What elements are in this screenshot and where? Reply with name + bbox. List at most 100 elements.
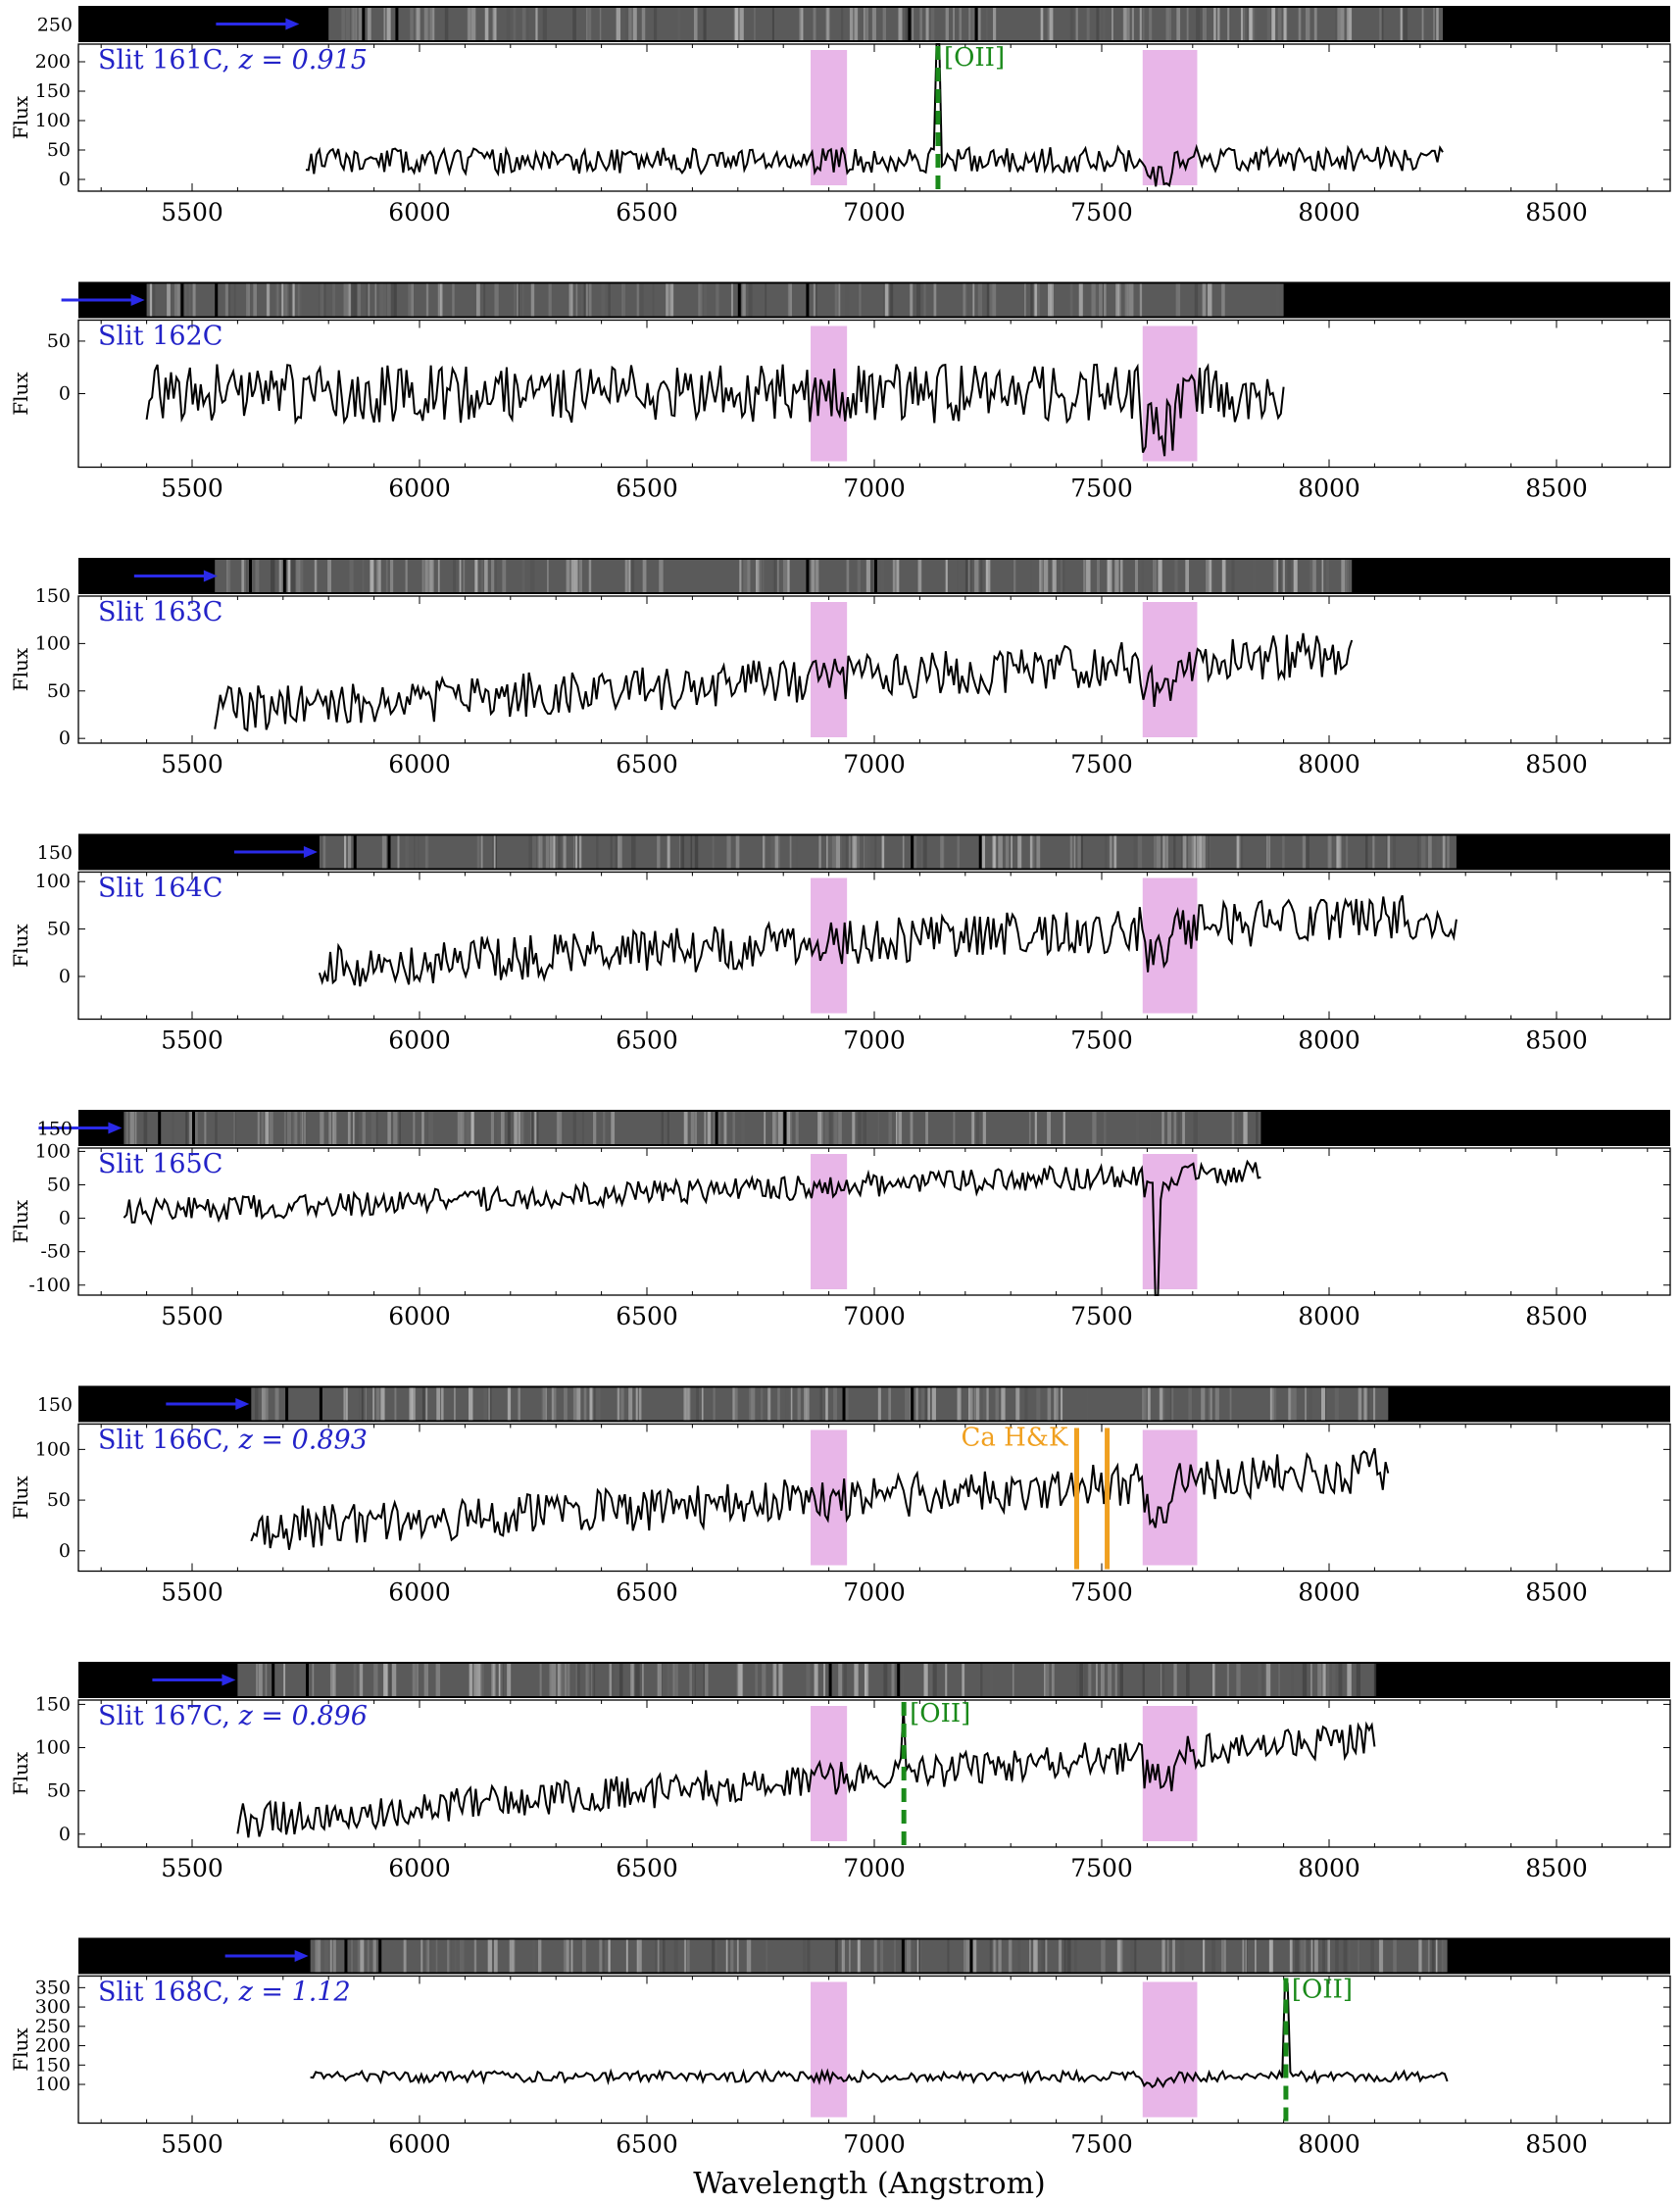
spectrum-image-column (735, 835, 740, 869)
spectrum-image-column (1428, 835, 1432, 869)
x-axis: 5500 6000 6500 7000 7500 8000 8500 (100, 596, 1649, 778)
spectrum-image-column (389, 1664, 392, 1696)
spectrum-image-column (680, 835, 685, 869)
spectrum-image-column (1158, 560, 1162, 592)
spectrum-image-column (1248, 8, 1252, 40)
spectrum-image-column (386, 8, 391, 40)
spectrum-image-column (1167, 1112, 1171, 1144)
spectrum-image-gap (192, 1112, 195, 1144)
spectrum-image-column (1134, 560, 1139, 592)
spectrum-image-column (152, 283, 156, 317)
spectrum-image-column (1283, 8, 1287, 40)
spectrum-image-column (762, 1664, 766, 1696)
spectrum-image-column (302, 560, 304, 592)
spectrum-image-column (1028, 1112, 1031, 1144)
spectrum-image-column (477, 1664, 482, 1696)
spectrum-image-column (379, 283, 384, 317)
spectrum-image-column (1298, 8, 1302, 40)
spectrum-image-column (361, 1939, 364, 1973)
image-tick-label: 150 (37, 842, 73, 864)
spectrum-image-column (1012, 1664, 1014, 1696)
spectrum-image-strip (251, 1387, 1389, 1421)
spectrum-image-column (413, 1112, 416, 1144)
spectrum-image-column (1173, 1664, 1177, 1696)
spectrum-image-column (673, 1664, 678, 1696)
y-tick-label: 200 (35, 51, 71, 73)
spectrum-image-column (820, 1112, 823, 1144)
spectrum-image-column (563, 1939, 567, 1973)
spectrum-image-column (1321, 560, 1324, 592)
spectrum-image-column (762, 835, 766, 869)
spectrum-image-column (1162, 835, 1165, 869)
spectrum-image-column (459, 1939, 465, 1973)
spectrum-image-column (696, 1387, 700, 1421)
spectrum-image-column (1041, 560, 1044, 592)
spectrum-image-column (923, 283, 926, 317)
spectrum-image-column (274, 283, 277, 317)
spectrum-image-column (397, 835, 400, 869)
spectrum-image-column (572, 1112, 576, 1144)
spectrum-image-column (416, 8, 420, 40)
y-tick-label: 250 (35, 2016, 71, 2037)
spectrum-image-column (372, 1387, 375, 1421)
spectrum-image-column (393, 283, 397, 317)
spectrum-image-column (684, 1387, 689, 1421)
y-tick-label: 50 (47, 1780, 71, 1802)
spectrum-image-column (483, 1387, 487, 1421)
x-tick-label: 6000 (388, 750, 451, 778)
spectrum-image-column (849, 835, 851, 869)
spectrum-image-column (530, 1112, 534, 1144)
spectrum-image-column (1346, 8, 1350, 40)
spectrum-image-column (1113, 835, 1117, 869)
spectrum-image-column (437, 560, 440, 592)
y-axis-label: Flux (9, 95, 32, 139)
x-tick-label: 6500 (616, 750, 678, 778)
spectrum-image-column (1226, 1664, 1229, 1696)
spectrum-image-column (1120, 1939, 1123, 1973)
spectrum-image-column (423, 8, 428, 40)
spectrum-image-column (265, 1112, 270, 1144)
spectrum-image-column (631, 1664, 634, 1696)
spectrum-image-column (375, 1387, 380, 1421)
spectrum-image-column (813, 8, 816, 40)
spectrum-image-column (573, 835, 576, 869)
spectrum-image-column (586, 8, 589, 40)
spectrum-image-column (807, 1939, 811, 1973)
spectrum-image-column (189, 1112, 193, 1144)
spectrum-image-column (1336, 8, 1341, 40)
spectrum-image-column (452, 283, 455, 317)
spectrum-image-column (1364, 835, 1368, 869)
spectrum-image-gap (387, 835, 391, 869)
spectrum-image-column (388, 1664, 391, 1696)
spectrum-image-column (773, 560, 777, 592)
spectrum-image-column (615, 835, 618, 869)
y-axis: 0 50 100 (35, 871, 1670, 987)
spectrum-image-column (667, 1112, 669, 1144)
spectrum-image-gap (901, 1939, 905, 1973)
spectrum-image-column (894, 1939, 897, 1973)
spectrum-image-column (347, 835, 352, 869)
spectrum-image-column (888, 1112, 892, 1144)
oii-label: [OII] (944, 43, 1005, 73)
spectrum-image-column (625, 560, 628, 592)
spectrum-image-column (703, 8, 707, 40)
spectrum-image-column (694, 835, 699, 869)
spectrum-image-column (343, 1387, 346, 1421)
x-tick-label: 8000 (1298, 1026, 1360, 1055)
spectrum-image-column (1149, 8, 1153, 40)
spectrum-image-column (1370, 1939, 1374, 1973)
spectrum-image-column (930, 8, 935, 40)
spectrum-image-column (963, 1664, 965, 1696)
spectrum-image-column (741, 1112, 745, 1144)
spectrum-image-column (1175, 283, 1180, 317)
spectrum-image-column (283, 1664, 286, 1696)
spectrum-image-gap (362, 8, 366, 40)
x-axis: 5500 6000 6500 7000 7500 8000 8500 (100, 1976, 1649, 2159)
spectrum-image-column (802, 1939, 807, 1973)
spectrum-image-column (278, 560, 281, 592)
spectrum-image-column (1227, 8, 1231, 40)
spectrum-image-strip (237, 1664, 1375, 1696)
spectrum-image-column (1126, 283, 1131, 317)
spectrum-image-column (630, 1664, 634, 1696)
